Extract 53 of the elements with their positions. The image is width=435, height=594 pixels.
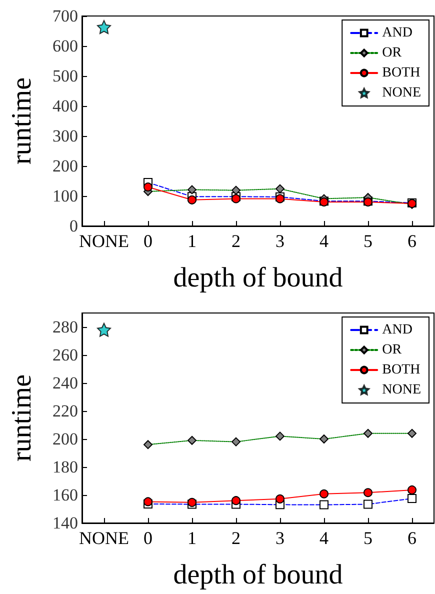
legend-label: OR xyxy=(382,342,402,358)
y-tick-label: 500 xyxy=(52,66,78,86)
legend-label: AND xyxy=(382,26,412,40)
x-tick-label: 5 xyxy=(364,231,372,251)
x-tick-label: 2 xyxy=(232,231,240,251)
x-tick-label: 1 xyxy=(188,231,196,251)
point xyxy=(364,488,372,498)
y-tick-label: 160 xyxy=(52,486,78,504)
x-axis-title: depth of bound xyxy=(173,262,343,294)
y-tick-label: 100 xyxy=(52,186,78,206)
x-tick-label: 6 xyxy=(408,231,416,251)
y-tick-label: 200 xyxy=(52,156,78,176)
point xyxy=(97,322,111,337)
y-tick-label: 700 xyxy=(52,6,78,26)
y-tick-label: 300 xyxy=(52,126,78,146)
x-tick-label: 3 xyxy=(276,231,284,251)
x-tick-label: 2 xyxy=(232,528,240,548)
point xyxy=(97,20,111,34)
point xyxy=(276,494,284,504)
x-tick-label: 0 xyxy=(144,231,152,251)
y-tick-label: 0 xyxy=(70,216,78,236)
x-tick-label: 0 xyxy=(144,528,152,548)
legend-label: NONE xyxy=(382,86,422,100)
y-tick-label: 260 xyxy=(52,346,78,364)
legend-label: NONE xyxy=(382,382,422,398)
y-tick-label: 220 xyxy=(52,402,78,420)
y-tick-label: 200 xyxy=(52,430,78,448)
x-tick-label: 5 xyxy=(364,528,372,548)
x-tick-label: 4 xyxy=(320,231,328,251)
y-tick-label: 280 xyxy=(52,318,78,336)
y-tick-label: 240 xyxy=(52,374,78,392)
x-tick-label: NONE xyxy=(79,528,129,548)
y-tick-label: 600 xyxy=(52,36,78,56)
point xyxy=(408,485,416,494)
x-tick-label: 3 xyxy=(276,528,284,548)
x-axis-title: depth of bound xyxy=(173,560,343,590)
legend-label: BOTH xyxy=(382,66,420,80)
y-axis-title: runtime xyxy=(6,77,38,165)
y-tick-label: 140 xyxy=(52,514,78,532)
legend-label: BOTH xyxy=(382,362,420,378)
y-axis-title: runtime xyxy=(6,374,38,462)
x-tick-label: NONE xyxy=(79,231,129,251)
point xyxy=(232,496,240,506)
x-tick-label: 1 xyxy=(188,528,196,548)
y-tick-label: 180 xyxy=(52,458,78,476)
y-tick-label: 400 xyxy=(52,96,78,116)
x-tick-label: 6 xyxy=(408,528,416,548)
x-tick-label: 4 xyxy=(320,528,328,548)
point xyxy=(188,195,196,204)
legend-label: OR xyxy=(382,46,402,60)
point xyxy=(144,182,152,192)
point xyxy=(320,489,328,498)
legend-label: AND xyxy=(382,322,412,338)
